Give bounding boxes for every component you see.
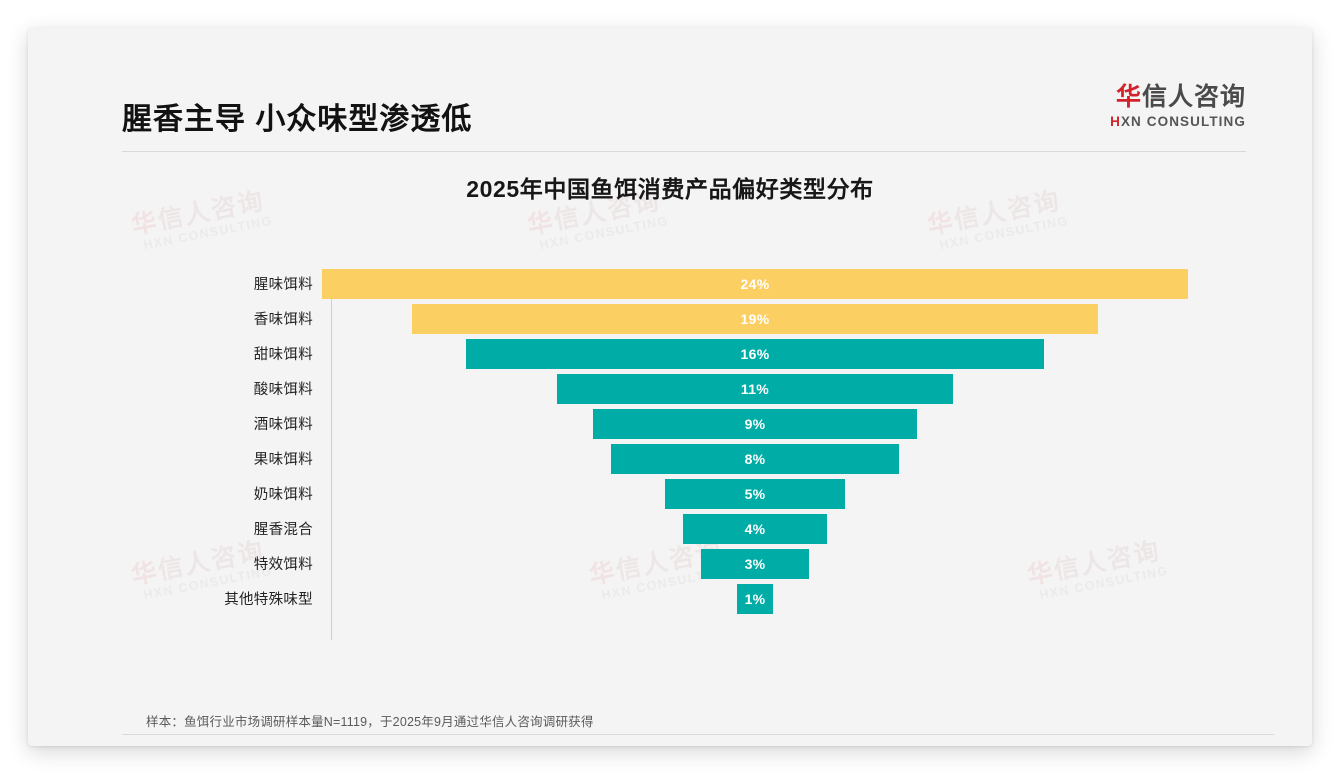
brand-logo-cn: 华信人咨询 [1110,85,1246,110]
chart-bar[interactable]: 19% [412,303,1098,334]
brand-logo-en: HXN CONSULTING [1110,115,1246,129]
chart-bar[interactable]: 1% [736,583,774,614]
chart-bar-row: 腥味饵料 24% [188,266,1188,301]
brand-logo-en-red: H [1110,114,1121,129]
chart-bar-row: 奶味饵料 5% [188,476,1188,511]
chart-bar[interactable]: 3% [700,548,810,579]
chart-bar[interactable]: 16% [466,338,1044,369]
watermark-cn-red: 华 [129,557,162,591]
chart-title: 2025年中国鱼饵消费产品偏好类型分布 [466,176,874,202]
chart-category-label: 其他特殊味型 [224,592,313,608]
chart-bar-value: 1% [744,590,766,607]
chart-bar-value: 5% [744,485,766,502]
chart-bar-value: 24% [740,275,770,292]
chart-category-label: 香味饵料 [253,312,313,328]
brand-logo: 华信人咨询 HXN CONSULTING [1110,85,1246,129]
chart-bar-track: 19% [322,301,1188,336]
funnel-chart: 腥味饵料 24% 香味饵料 19% 甜味饵料 16% 酸味饵料 11% 酒味饵料 9% 果味饵料 8%… [188,266,1188,640]
chart-bar-track: 24% [322,266,1188,301]
chart-bar-row: 果味饵料 8% [188,441,1188,476]
chart-bar[interactable]: 24% [322,268,1188,299]
chart-bar-row: 腥香混合 4% [188,511,1188,546]
header-divider [122,151,1246,152]
chart-bar-row: 特效饵料 3% [188,546,1188,581]
watermark-en-text: HXN CONSULTING [142,213,274,253]
chart-bar-track: 1% [322,581,1188,616]
chart-bar-track: 8% [322,441,1188,476]
chart-bar-track: 16% [322,336,1188,371]
footer-divider [122,734,1274,735]
chart-category-label: 甜味饵料 [253,347,313,363]
chart-bar-value: 19% [740,310,770,327]
chart-bar-track: 4% [322,511,1188,546]
chart-bar-value: 11% [740,380,770,397]
chart-bar-value: 8% [744,450,766,467]
slide-footer: ©2025.11 HXR华信人咨询 www.hxrcon.com [122,742,1274,746]
chart-category-label: 果味饵料 [253,452,313,468]
chart-bar[interactable]: 9% [592,408,918,439]
watermark-en-text: HXN CONSULTING [538,213,670,253]
chart-bar-row: 酸味饵料 11% [188,371,1188,406]
chart-bar-value: 16% [740,345,770,362]
slide-header: 腥香主导 小众味型渗透低 华信人咨询 HXN CONSULTING [94,68,1246,152]
chart-bar-row: 甜味饵料 16% [188,336,1188,371]
slide-card: 华信人咨询 HXN CONSULTING 华信人咨询 HXN CONSULTIN… [28,28,1312,746]
chart-category-label: 酸味饵料 [253,382,313,398]
chart-category-label: 奶味饵料 [253,487,313,503]
chart-rows: 腥味饵料 24% 香味饵料 19% 甜味饵料 16% 酸味饵料 11% 酒味饵料 9% 果味饵料 8%… [188,266,1188,616]
chart-bar[interactable]: 8% [610,443,900,474]
chart-bar[interactable]: 4% [682,513,828,544]
brand-logo-en-rest: XN CONSULTING [1120,114,1246,129]
watermark-cn-red: 华 [525,207,558,241]
chart-bar-row: 香味饵料 19% [188,301,1188,336]
chart-category-label: 腥味饵料 [253,277,313,293]
chart-bar-track: 3% [322,546,1188,581]
chart-bar-value: 4% [744,520,766,537]
chart-bar-track: 9% [322,406,1188,441]
chart-bar-track: 11% [322,371,1188,406]
page-title: 腥香主导 小众味型渗透低 [122,103,473,136]
chart-bar-row: 酒味饵料 9% [188,406,1188,441]
chart-category-label: 腥香混合 [253,522,313,538]
watermark-cn-red: 华 [925,207,958,241]
chart-bar-track: 5% [322,476,1188,511]
chart-category-label: 特效饵料 [253,557,313,573]
watermark-cn-red: 华 [129,207,162,241]
chart-bar[interactable]: 11% [556,373,954,404]
chart-bar-value: 3% [744,555,766,572]
chart-axis-line [331,292,332,640]
chart-category-label: 酒味饵料 [253,417,313,433]
chart-bar-value: 9% [744,415,766,432]
brand-logo-cn-red: 华 [1115,83,1142,111]
chart-bar[interactable]: 5% [664,478,846,509]
brand-logo-cn-rest: 信人咨询 [1141,83,1246,111]
chart-footnote: 样本：鱼饵行业市场调研样本量N=1119，于2025年9月通过华信人咨询调研获得 [146,715,594,729]
chart-bar-row: 其他特殊味型 1% [188,581,1188,616]
watermark-en-text: HXN CONSULTING [938,213,1070,253]
